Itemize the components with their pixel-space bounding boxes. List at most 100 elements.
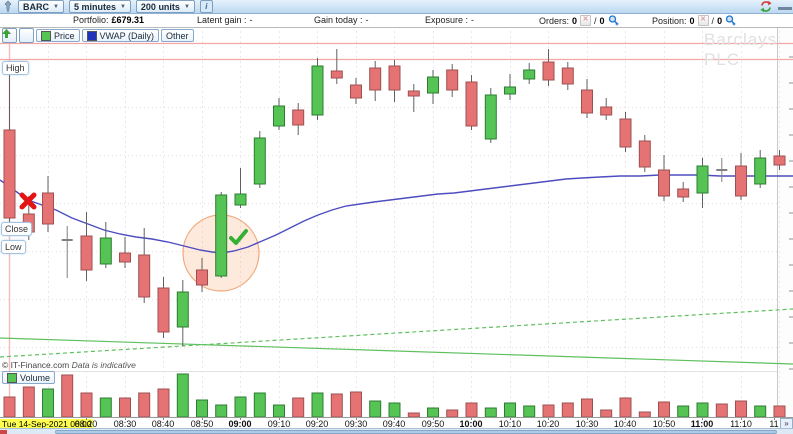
latent-gain-value: - — [249, 15, 253, 25]
candle-body — [311, 65, 324, 116]
volume-series-swatch — [7, 372, 17, 383]
info-button[interactable]: i — [199, 0, 213, 13]
high-price-label: High — [2, 61, 29, 75]
volume-bar — [619, 397, 632, 417]
tab-other[interactable]: Other — [161, 29, 194, 42]
candle-body — [273, 105, 285, 127]
volume-bar — [42, 388, 54, 417]
volume-bar — [427, 407, 439, 417]
chevron-down-icon: ▼ — [119, 3, 126, 10]
candle-body — [215, 194, 228, 277]
tab-volume[interactable]: Volume — [2, 371, 56, 384]
volume-bar — [638, 411, 651, 417]
time-axis-label: 09:40 — [382, 419, 406, 429]
candle-body — [99, 237, 112, 265]
candle-body — [600, 106, 613, 116]
refresh-icon[interactable] — [759, 0, 773, 13]
candle-body — [427, 76, 439, 94]
vwap-series-swatch — [86, 30, 97, 41]
volume-bar — [773, 405, 786, 417]
volume-bar — [119, 397, 131, 417]
volume-bar — [99, 397, 112, 417]
time-axis-label: 09:30 — [344, 419, 368, 429]
time-axis-label: 11:00 — [690, 419, 714, 429]
exposure-value: - — [471, 15, 475, 25]
tab-price[interactable]: Price — [36, 29, 80, 42]
volume-bar — [735, 400, 747, 417]
units-dropdown[interactable]: 200 units ▼ — [135, 0, 195, 13]
volume-bar — [350, 391, 362, 417]
orders-open-count: 0 — [572, 15, 578, 26]
candle-body — [407, 90, 420, 97]
timeframe-value: 5 minutes — [73, 1, 116, 12]
tab-vwap[interactable]: VWAP (Daily) — [81, 29, 160, 42]
time-axis-tick — [433, 418, 434, 420]
candle-body — [638, 140, 651, 168]
time-axis-label: 10:10 — [498, 419, 522, 429]
candle-body — [446, 69, 459, 91]
vwap-line — [0, 174, 793, 254]
tab-other-label: Other — [166, 30, 189, 41]
volume-bar — [273, 404, 285, 417]
position-open-count: 0 — [689, 15, 695, 26]
symbol-dropdown[interactable]: BARC ▼ — [18, 0, 64, 13]
orders-search-icon[interactable] — [608, 15, 619, 26]
volume-bar — [542, 404, 555, 417]
time-axis-tick — [163, 418, 164, 420]
chart-area[interactable]: Barclays PLC Price VWAP (Daily) — [0, 28, 793, 417]
volume-bar — [22, 386, 35, 417]
trendline-dashed — [0, 308, 793, 358]
volume-bar — [138, 392, 151, 417]
data-provider-note: © IT-Finance.com Data is indicative — [2, 360, 136, 370]
pin-icon[interactable] — [3, 0, 13, 13]
time-axis-label: 08:20 — [74, 419, 98, 429]
candle-body — [119, 252, 131, 263]
candle-body — [388, 65, 401, 91]
volume-bar — [253, 392, 266, 417]
position-cancel-icon[interactable]: ✕ — [697, 15, 709, 26]
orders-cancel-icon[interactable]: ✕ — [580, 15, 592, 26]
time-axis-label: 08:30 — [113, 419, 137, 429]
volume-bar — [561, 402, 574, 417]
top-toolbar: BARC ▼ 5 minutes ▼ 200 units ▼ i — [0, 0, 793, 14]
candle-body — [350, 84, 362, 99]
candle-body — [80, 235, 93, 271]
chevron-down-icon: ▼ — [183, 3, 190, 10]
candle-body — [196, 269, 208, 286]
volume-bar — [504, 402, 516, 417]
volume-bar — [677, 405, 690, 417]
time-axis-tick — [741, 418, 742, 420]
volume-bar — [311, 392, 324, 417]
copyright-text: © IT-Finance.com — [2, 360, 70, 370]
scrollbar-thumb[interactable] — [55, 430, 777, 434]
candle-body — [619, 118, 632, 148]
price-axis[interactable] — [777, 28, 793, 417]
minimize-icon[interactable] — [778, 7, 792, 10]
candle-body — [523, 69, 536, 80]
horizontal-scrollbar[interactable] — [0, 428, 793, 434]
candle-body — [658, 169, 670, 197]
candle-body — [253, 137, 266, 185]
volume-bar — [523, 405, 536, 417]
candle-body — [465, 81, 478, 127]
candle-body — [292, 109, 305, 126]
volume-bar — [388, 402, 401, 417]
time-axis-label: 10:00 — [459, 419, 483, 429]
timeframe-dropdown[interactable]: 5 minutes ▼ — [68, 0, 131, 13]
volume-bar — [196, 399, 208, 417]
position-search-icon[interactable] — [725, 15, 736, 26]
time-axis-label: 11 — [769, 419, 779, 429]
candle-body — [735, 165, 747, 197]
time-axis-label: 10:40 — [613, 419, 637, 429]
exposure-label: Exposure : — [425, 15, 469, 25]
close-price-label: Close — [1, 222, 33, 236]
candle-body — [696, 165, 709, 194]
buy-order-button[interactable] — [2, 28, 34, 43]
orders-total-count: 0 — [599, 15, 605, 26]
volume-bar — [754, 405, 767, 417]
time-axis-tick — [279, 418, 280, 420]
time-axis-tick — [125, 418, 126, 420]
volume-bar — [658, 401, 670, 417]
time-axis-label: 09:20 — [305, 419, 329, 429]
volume-bar — [176, 373, 189, 417]
